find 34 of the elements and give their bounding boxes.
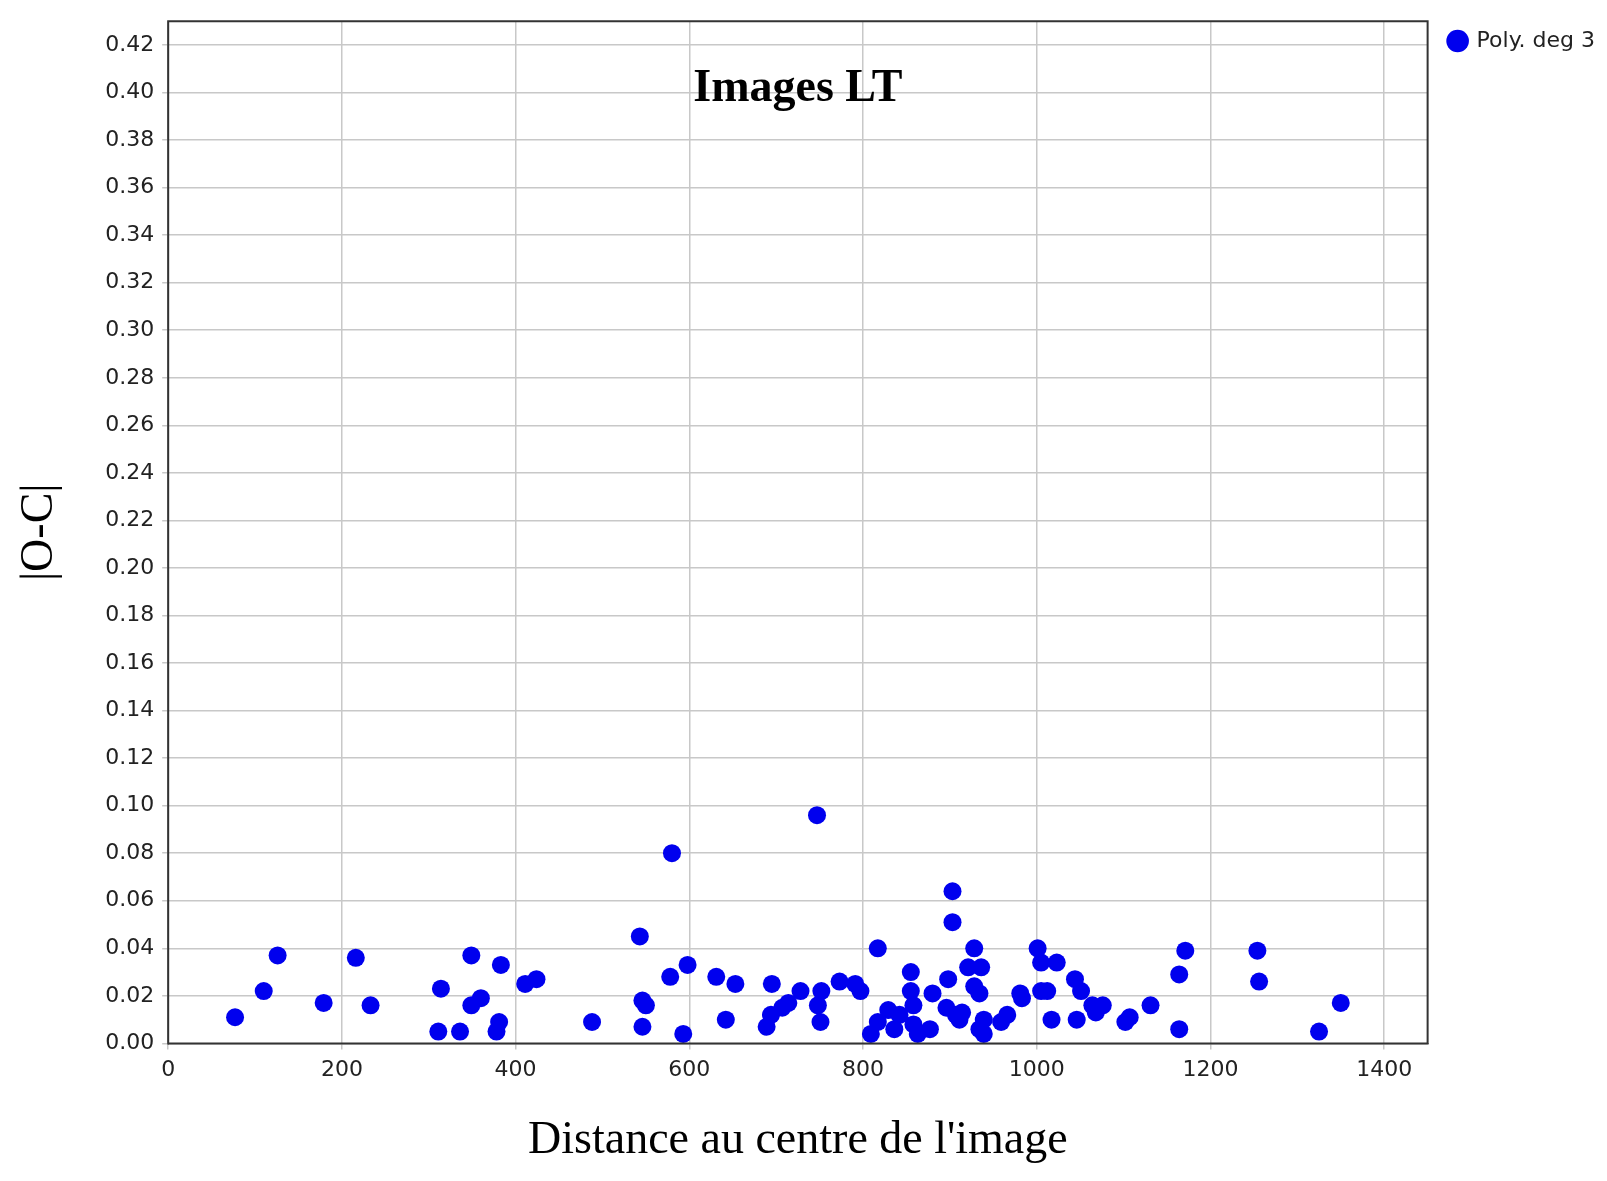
y-tick-label: 0.36 <box>105 173 155 199</box>
y-tick-label: 0.30 <box>105 315 155 341</box>
y-tick-label: 0.04 <box>105 934 155 960</box>
y-tick-label: 0.14 <box>105 696 155 722</box>
y-tick-label: 0.40 <box>105 78 155 104</box>
y-axis-title: |O-C| <box>10 483 62 582</box>
y-tick-label: 0.28 <box>105 363 155 389</box>
y-tick-label: 0.02 <box>105 981 155 1007</box>
y-tick-label: 0.42 <box>105 30 155 56</box>
y-tick-label: 0.20 <box>105 553 155 579</box>
x-tick-label: 0 <box>161 1056 176 1082</box>
y-tick-label: 0.16 <box>105 648 155 674</box>
y-tick-label: 0.10 <box>105 791 155 817</box>
x-tick-label: 400 <box>494 1056 537 1082</box>
y-tick-label: 0.08 <box>105 838 155 864</box>
y-tick-label: 0.00 <box>105 1029 155 1055</box>
y-tick-label: 0.12 <box>105 743 155 769</box>
y-tick-label: 0.38 <box>105 125 155 151</box>
text: Images LT <box>693 60 903 112</box>
y-tick-label: 0.26 <box>105 411 155 437</box>
x-axis-title: Distance au centre de l'image <box>528 1112 1068 1164</box>
x-tick-label: 1200 <box>1182 1056 1239 1082</box>
x-tick-label: 600 <box>668 1056 711 1082</box>
x-tick-label: 1000 <box>1008 1056 1065 1082</box>
x-tick-label: 1400 <box>1356 1056 1413 1082</box>
y-tick-label: 0.18 <box>105 601 155 627</box>
y-tick-label: 0.22 <box>105 506 155 532</box>
y-tick-label: 0.34 <box>105 220 155 246</box>
legend-label: Poly. deg 3 <box>1476 26 1596 52</box>
y-tick-label: 0.06 <box>105 886 155 912</box>
x-tick-label: 800 <box>842 1056 885 1082</box>
y-tick-label: 0.32 <box>105 268 155 294</box>
x-tick-label: 200 <box>320 1056 363 1082</box>
y-tick-label: 0.24 <box>105 458 155 484</box>
